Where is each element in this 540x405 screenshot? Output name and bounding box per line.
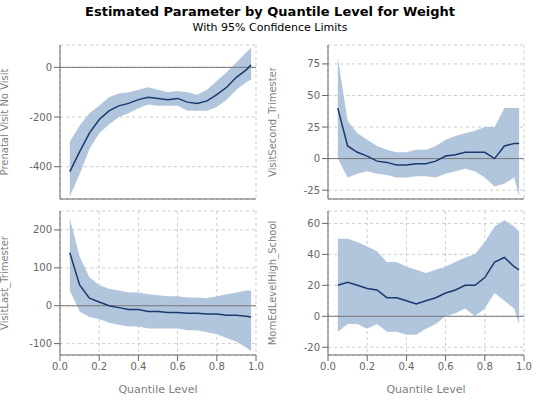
svg-text:0: 0 xyxy=(314,153,320,164)
svg-text:Quantile Level: Quantile Level xyxy=(118,383,197,396)
svg-text:60: 60 xyxy=(307,218,320,229)
svg-text:0.4: 0.4 xyxy=(130,361,146,372)
svg-text:0: 0 xyxy=(46,300,52,311)
svg-text:100: 100 xyxy=(33,262,52,273)
svg-text:VisitLast_Trimester: VisitLast_Trimester xyxy=(8,235,11,330)
svg-text:0.8: 0.8 xyxy=(209,361,225,372)
svg-text:75: 75 xyxy=(307,58,320,69)
svg-text:50: 50 xyxy=(307,90,320,101)
svg-text:-400: -400 xyxy=(29,161,52,172)
svg-text:0.6: 0.6 xyxy=(170,361,186,372)
svg-text:0: 0 xyxy=(46,62,52,73)
svg-text:-25: -25 xyxy=(304,185,320,196)
svg-text:VisitSecond_Trimester: VisitSecond_Trimester xyxy=(268,66,279,177)
svg-text:40: 40 xyxy=(307,249,320,260)
svg-text:25: 25 xyxy=(307,122,320,133)
svg-text:1.0: 1.0 xyxy=(516,361,532,372)
svg-text:0.2: 0.2 xyxy=(359,361,375,372)
svg-text:0: 0 xyxy=(314,311,320,322)
svg-text:0.4: 0.4 xyxy=(398,361,414,372)
svg-text:MomEdLevelHigh_School: MomEdLevelHigh_School xyxy=(268,221,279,346)
svg-text:-100: -100 xyxy=(29,338,52,349)
svg-text:0.2: 0.2 xyxy=(91,361,107,372)
svg-text:-200: -200 xyxy=(29,112,52,123)
svg-text:0.8: 0.8 xyxy=(477,361,493,372)
svg-text:0.0: 0.0 xyxy=(320,361,336,372)
svg-text:-20: -20 xyxy=(304,342,320,353)
svg-text:0.6: 0.6 xyxy=(438,361,454,372)
svg-text:1.0: 1.0 xyxy=(248,361,264,372)
svg-text:20: 20 xyxy=(307,280,320,291)
svg-text:Prenatal Visit No Visit: Prenatal Visit No Visit xyxy=(8,68,10,175)
html-text:Estimated Parameter by Quantil: Estimated Parameter by Quantile Level fo… xyxy=(85,4,455,19)
html-text:With 95% Confidence Limits: With 95% Confidence Limits xyxy=(192,21,348,34)
svg-text:Quantile Level: Quantile Level xyxy=(386,383,465,396)
svg-text:200: 200 xyxy=(33,224,52,235)
svg-text:0.0: 0.0 xyxy=(52,361,68,372)
